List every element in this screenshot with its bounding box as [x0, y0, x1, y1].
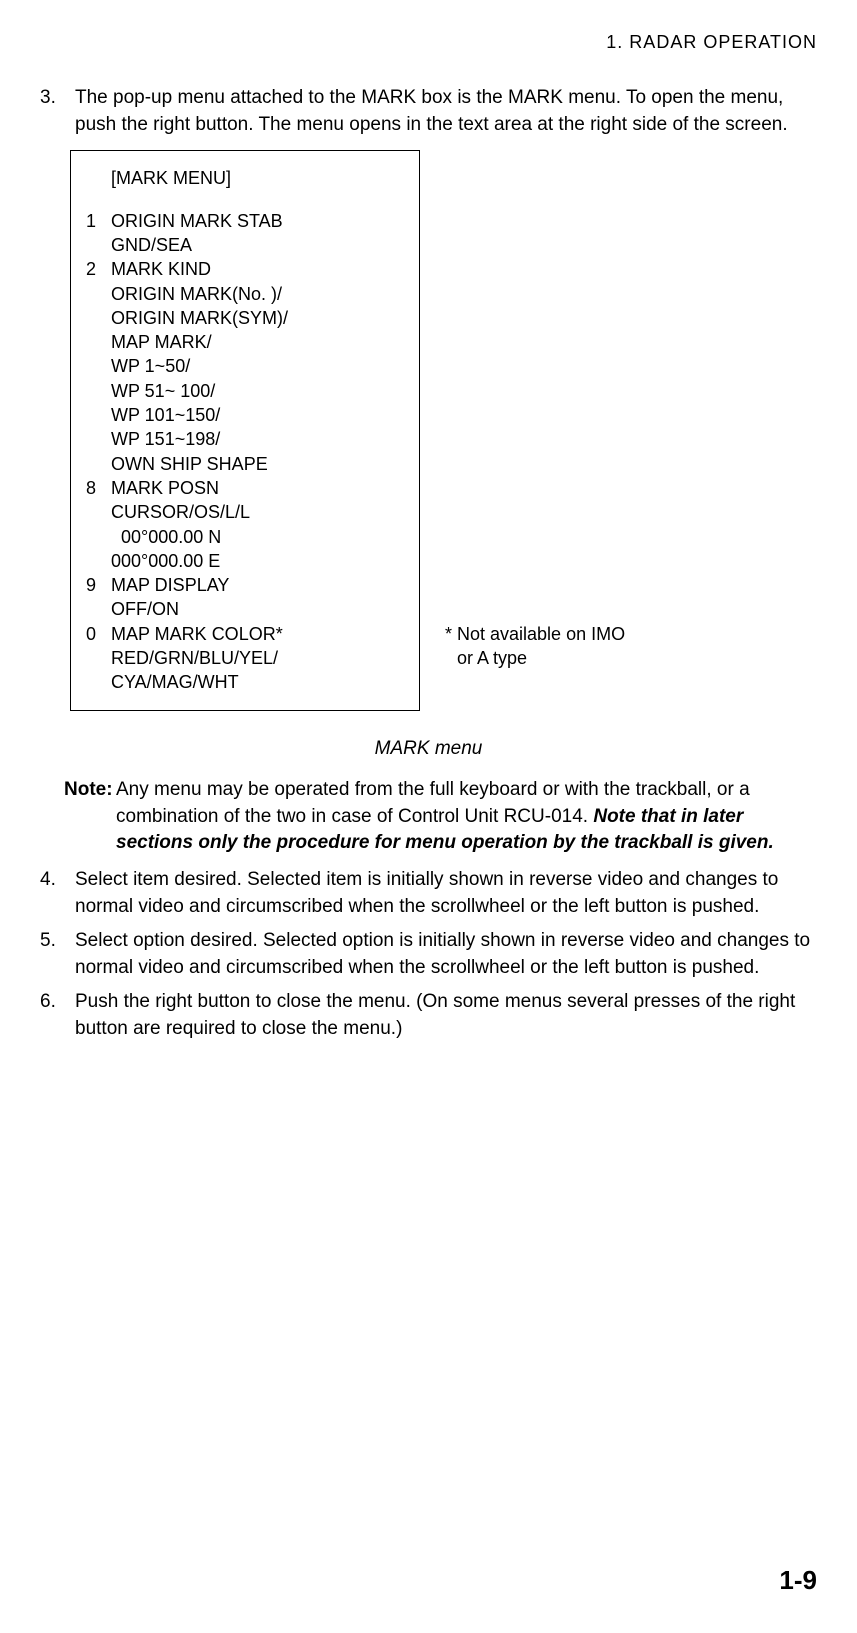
- menu-item-1-sub-0: GND/SEA: [86, 233, 399, 257]
- footnote-line2: or A type: [445, 646, 625, 670]
- menu-item-2-sub-1: ORIGIN MARK(SYM)/: [86, 306, 399, 330]
- menu-item-0-sub-0: RED/GRN/BLU/YEL/: [86, 646, 399, 670]
- menu-item-2-sub-6: WP 151~198/: [86, 427, 399, 451]
- menu-item-2-num: 2: [86, 257, 111, 281]
- menu-item-2-sub-3: WP 1~50/: [86, 354, 399, 378]
- menu-item-1-num: 1: [86, 209, 111, 233]
- footnote-line1: * Not available on IMO: [445, 622, 625, 646]
- menu-item-8: 8 MARK POSN: [86, 476, 399, 500]
- step-4: 4. Select item desired. Selected item is…: [40, 867, 817, 920]
- menu-footnote: * Not available on IMO or A type: [420, 622, 625, 711]
- menu-figure-row: [MARK MENU] 1 ORIGIN MARK STAB GND/SEA 2…: [70, 150, 817, 710]
- step-6: 6. Push the right button to close the me…: [40, 989, 817, 1042]
- menu-item-1-label: ORIGIN MARK STAB: [111, 209, 399, 233]
- menu-item-2-sub-0: ORIGIN MARK(No. )/: [86, 282, 399, 306]
- step-6-number: 6.: [40, 989, 75, 1042]
- menu-item-8-label: MARK POSN: [111, 476, 399, 500]
- step-4-text: Select item desired. Selected item is in…: [75, 867, 817, 920]
- step-3-text: The pop-up menu attached to the MARK box…: [75, 85, 817, 138]
- menu-title: [MARK MENU]: [86, 166, 399, 190]
- menu-item-2-sub-4: WP 51~ 100/: [86, 379, 399, 403]
- menu-item-9: 9 MAP DISPLAY: [86, 573, 399, 597]
- menu-item-8-sub2-1: 000°000.00 E: [86, 549, 399, 573]
- menu-item-0-num: 0: [86, 622, 111, 646]
- menu-item-2-sub-5: WP 101~150/: [86, 403, 399, 427]
- step-6-text: Push the right button to close the menu.…: [75, 989, 817, 1042]
- menu-item-2-sub-7: OWN SHIP SHAPE: [86, 452, 399, 476]
- menu-item-2-label: MARK KIND: [111, 257, 399, 281]
- menu-item-9-sub-0: OFF/ON: [86, 597, 399, 621]
- menu-item-8-sub2-0: 00°000.00 N: [86, 525, 399, 549]
- note-content: Any menu may be operated from the full k…: [116, 777, 817, 857]
- menu-item-9-num: 9: [86, 573, 111, 597]
- menu-item-8-num: 8: [86, 476, 111, 500]
- note-block: Note: Any menu may be operated from the …: [64, 777, 817, 857]
- menu-item-0-label: MAP MARK COLOR*: [111, 622, 399, 646]
- step-5-number: 5.: [40, 928, 75, 981]
- mark-menu-box: [MARK MENU] 1 ORIGIN MARK STAB GND/SEA 2…: [70, 150, 420, 710]
- page-header: 1. RADAR OPERATION: [40, 30, 817, 55]
- menu-item-9-label: MAP DISPLAY: [111, 573, 399, 597]
- step-5: 5. Select option desired. Selected optio…: [40, 928, 817, 981]
- menu-item-0: 0 MAP MARK COLOR*: [86, 622, 399, 646]
- step-4-number: 4.: [40, 867, 75, 920]
- step-3: 3. The pop-up menu attached to the MARK …: [40, 85, 817, 138]
- menu-item-2: 2 MARK KIND: [86, 257, 399, 281]
- menu-item-0-sub-1: CYA/MAG/WHT: [86, 670, 399, 694]
- page-number: 1-9: [779, 1562, 817, 1598]
- figure-caption: MARK menu: [40, 736, 817, 763]
- step-3-number: 3.: [40, 85, 75, 138]
- note-label: Note:: [64, 777, 116, 857]
- menu-item-2-sub-2: MAP MARK/: [86, 330, 399, 354]
- menu-item-8-sub-0: CURSOR/OS/L/L: [86, 500, 399, 524]
- step-5-text: Select option desired. Selected option i…: [75, 928, 817, 981]
- menu-item-1: 1 ORIGIN MARK STAB: [86, 209, 399, 233]
